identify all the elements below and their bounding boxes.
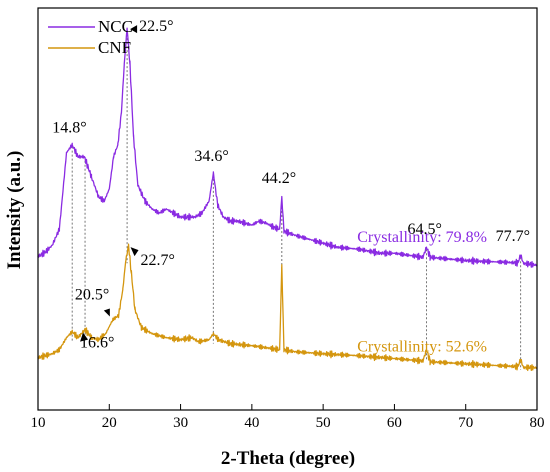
x-tick-label: 80 — [530, 415, 545, 431]
peak-arrow — [80, 332, 89, 342]
peak-label: 14.8° — [52, 120, 86, 137]
peak-label: 20.5° — [75, 287, 109, 304]
series-line-ncc — [37, 27, 538, 268]
plot-frame — [37, 7, 538, 411]
legend: NCC CNF — [48, 17, 133, 57]
peak-annotations: 14.8° 22.5° 34.6° 44.2° 64.5° 77.7° 20.5° 16.6°… — [52, 18, 530, 355]
x-tick-label: 60 — [387, 415, 402, 431]
peak-label: 44.2° — [262, 170, 296, 187]
peak-label: 64.5° — [408, 221, 442, 238]
peak-arrow — [103, 308, 110, 317]
peak-arrow — [130, 25, 138, 34]
series-lines — [37, 27, 538, 372]
crystallinity-label-ncc: Crystallinity: 79.8% — [357, 229, 487, 246]
x-tick-label: 40 — [244, 415, 259, 431]
peak-label: 77.7° — [496, 228, 530, 245]
peak-label: 22.7° — [141, 252, 175, 269]
x-axis-ticks: 10 20 30 40 50 60 70 80 — [31, 404, 545, 431]
x-tick-label: 20 — [102, 415, 117, 431]
x-tick-label: 10 — [31, 415, 46, 431]
x-tick-label: 50 — [316, 415, 331, 431]
legend-label: CNF — [98, 38, 131, 57]
peak-guide-lines — [71, 30, 522, 370]
x-axis-title: 2-Theta (degree) — [221, 448, 355, 469]
peak-label: 34.6° — [194, 148, 228, 165]
peak-arrow — [130, 247, 139, 257]
series-line-cnf — [37, 243, 538, 372]
peak-label: 22.5° — [139, 18, 173, 35]
peak-label: 16.6° — [80, 335, 114, 352]
x-tick-label: 30 — [173, 415, 188, 431]
crystallinity-label-cnf: Crystallinity: 52.6% — [357, 339, 487, 356]
y-axis-title: Intensity (a.u.) — [4, 151, 25, 270]
x-tick-label: 70 — [458, 415, 473, 431]
legend-label: NCC — [98, 17, 133, 36]
